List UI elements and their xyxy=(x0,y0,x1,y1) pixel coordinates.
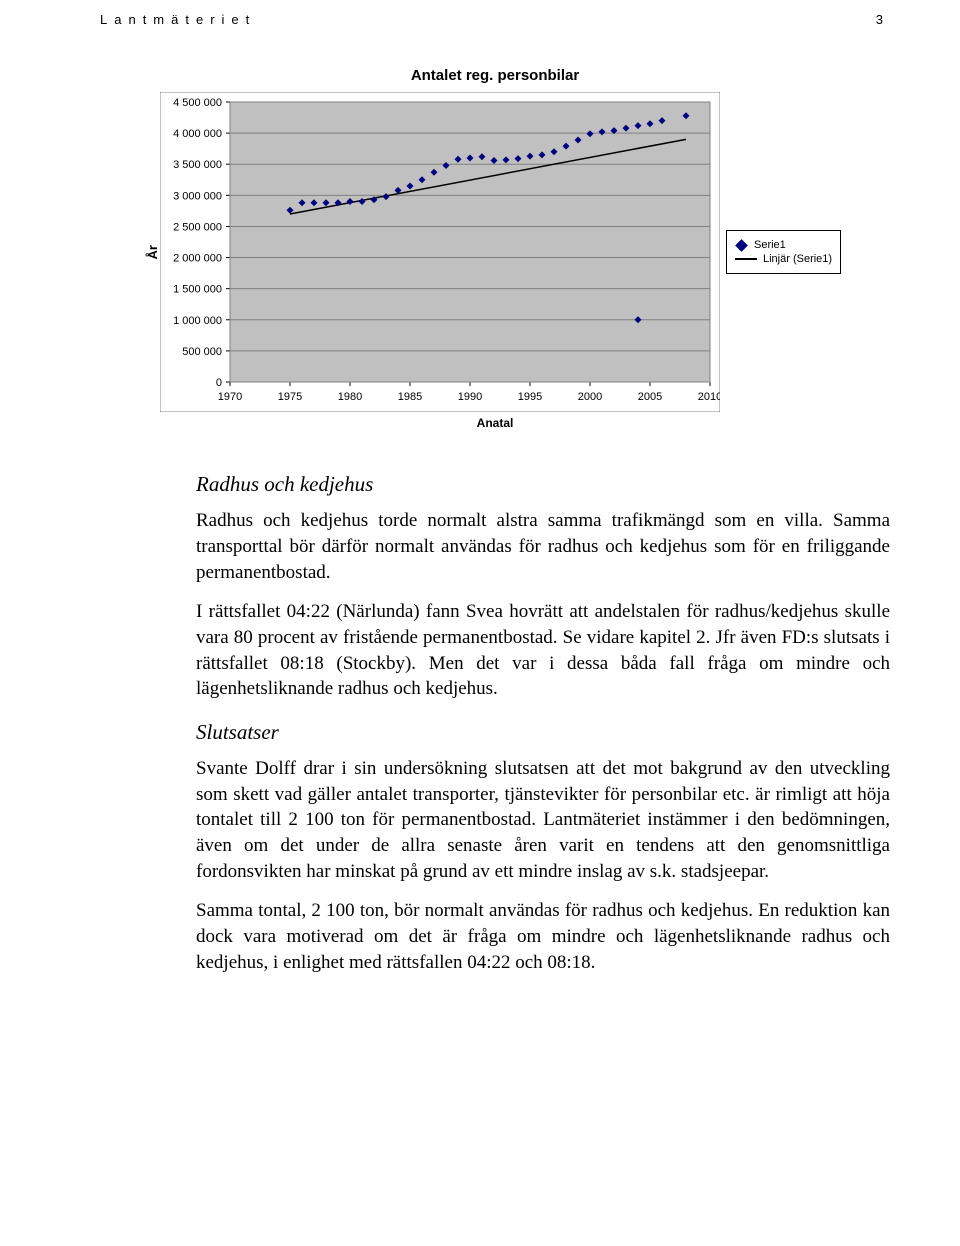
body-text: Radhus och kedjehus Radhus och kedjehus … xyxy=(100,470,890,975)
svg-text:1985: 1985 xyxy=(398,391,422,403)
svg-text:2010: 2010 xyxy=(698,391,720,403)
paragraph: Radhus och kedjehus torde normalt alstra… xyxy=(196,508,890,585)
paragraph: Svante Dolff drar i sin undersökning slu… xyxy=(196,756,890,884)
svg-text:0: 0 xyxy=(216,377,222,389)
svg-text:3 000 000: 3 000 000 xyxy=(173,190,222,202)
svg-text:4 000 000: 4 000 000 xyxy=(173,128,222,140)
line-icon xyxy=(735,258,757,260)
chart-title: Antalet reg. personbilar xyxy=(145,67,845,84)
paragraph: I rättsfallet 04:22 (Närlunda) fann Svea… xyxy=(196,599,890,702)
chart-ylabel: År xyxy=(145,245,160,259)
chart-container: Antalet reg. personbilar År 0 500 000 1 00… xyxy=(145,67,845,430)
chart-legend: Serie1 Linjär (Serie1) xyxy=(726,230,841,274)
svg-text:1 000 000: 1 000 000 xyxy=(173,315,222,327)
svg-text:1995: 1995 xyxy=(518,391,542,403)
svg-text:2 000 000: 2 000 000 xyxy=(173,253,222,265)
legend-trend-label: Linjär (Serie1) xyxy=(763,253,832,265)
svg-text:4 500 000: 4 500 000 xyxy=(173,97,222,109)
svg-text:2 500 000: 2 500 000 xyxy=(173,221,222,233)
svg-text:1980: 1980 xyxy=(338,391,362,403)
header-left: Lantmäteriet xyxy=(100,12,256,27)
svg-text:2000: 2000 xyxy=(578,391,602,403)
chart-svg: 0 500 000 1 000 000 1 500 000 2 000 000 2 500… xyxy=(160,92,720,412)
svg-text:1970: 1970 xyxy=(218,391,242,403)
section-heading: Radhus och kedjehus xyxy=(196,470,890,498)
svg-text:500 000: 500 000 xyxy=(182,346,222,358)
page-header: Lantmäteriet 3 xyxy=(100,12,890,27)
header-page-number: 3 xyxy=(876,12,890,27)
svg-text:3 500 000: 3 500 000 xyxy=(173,159,222,171)
section-heading: Slutsatser xyxy=(196,718,890,746)
svg-text:1 500 000: 1 500 000 xyxy=(173,284,222,296)
svg-text:1975: 1975 xyxy=(278,391,302,403)
svg-text:1990: 1990 xyxy=(458,391,482,403)
paragraph: Samma tontal, 2 100 ton, bör normalt anv… xyxy=(196,898,890,975)
svg-text:2005: 2005 xyxy=(638,391,662,403)
chart-xlabel: Anatal xyxy=(145,416,845,430)
diamond-icon xyxy=(735,239,748,252)
legend-series-label: Serie1 xyxy=(754,239,786,251)
